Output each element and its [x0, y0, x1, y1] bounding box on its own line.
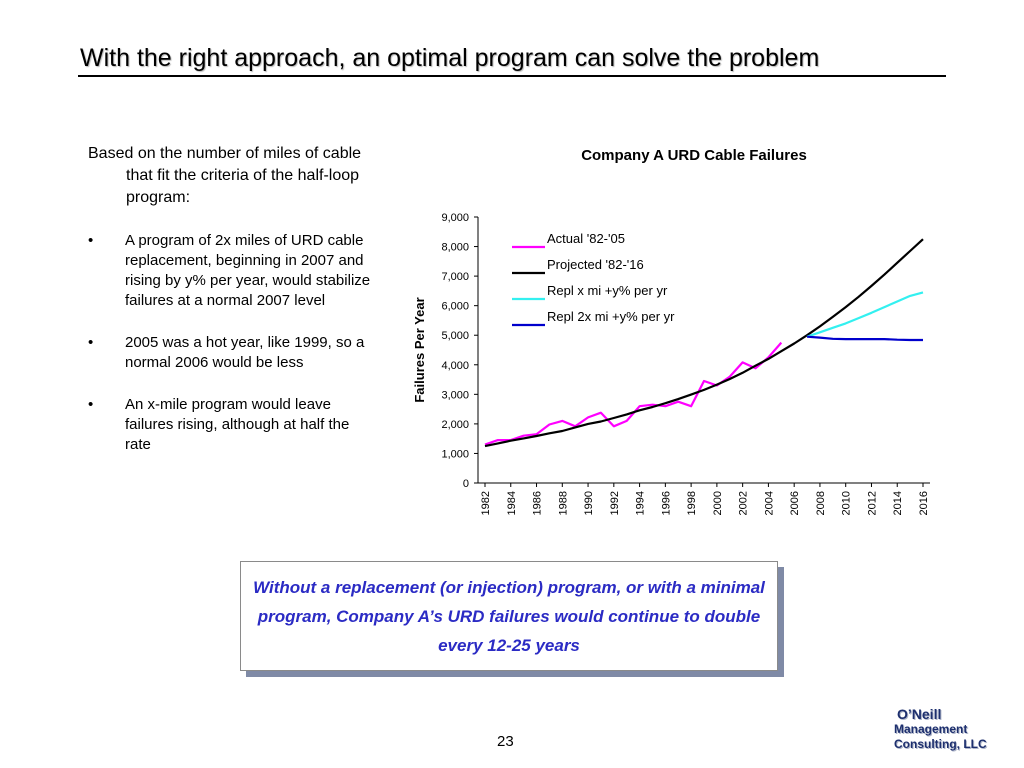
- legend-label: Actual '82-'05: [547, 231, 625, 246]
- x-tick-label: 2014: [892, 491, 904, 515]
- x-tick-label: 1988: [557, 491, 569, 515]
- series-line: [484, 341, 783, 446]
- logo-line-1: O’Neill: [897, 706, 942, 722]
- y-tick-label: 3,000: [441, 389, 469, 401]
- y-axis-label: Failures Per Year: [412, 297, 427, 402]
- company-logo: O’Neill Management Consulting, LLC: [894, 706, 1014, 752]
- x-tick-label: 2002: [738, 491, 750, 515]
- series-line: [806, 291, 924, 338]
- y-tick-label: 1,000: [441, 448, 469, 460]
- bullet-item: An x-mile program would leave failures r…: [88, 395, 378, 455]
- x-tick-label: 1986: [532, 491, 544, 515]
- y-tick-label: 0: [463, 478, 469, 490]
- x-tick-label: 2010: [841, 491, 853, 515]
- bullet-item: A program of 2x miles of URD cable repla…: [88, 231, 378, 311]
- x-tick-label: 1984: [506, 491, 518, 515]
- slide-title: With the right approach, an optimal prog…: [80, 44, 820, 72]
- x-tick-label: 1994: [635, 491, 647, 515]
- x-tick-label: 2008: [815, 491, 827, 515]
- x-tick-label: 1992: [609, 491, 621, 515]
- legend-label: Projected '82-'16: [547, 257, 644, 272]
- legend-label: Repl 2x mi +y% per yr: [547, 309, 675, 324]
- title-underline: [78, 75, 946, 77]
- legend-label: Repl x mi +y% per yr: [547, 283, 668, 298]
- body-text: Based on the number of miles of cable th…: [88, 143, 378, 477]
- logo-line-3: Consulting, LLC: [894, 737, 987, 751]
- x-tick-label: 2012: [866, 491, 878, 515]
- intro-text: Based on the number of miles of cable th…: [88, 145, 362, 206]
- y-tick-label: 7,000: [441, 271, 469, 283]
- series-line: [807, 335, 923, 342]
- y-tick-label: 5,000: [441, 330, 469, 342]
- callout-box: Without a replacement (or injection) pro…: [240, 561, 778, 671]
- x-tick-label: 2016: [918, 491, 930, 515]
- x-tick-label: 1998: [686, 491, 698, 515]
- y-tick-label: 4,000: [441, 360, 469, 372]
- callout-text: Without a replacement (or injection) pro…: [253, 577, 765, 655]
- y-tick-label: 8,000: [441, 242, 469, 254]
- bullet-list: A program of 2x miles of URD cable repla…: [88, 231, 378, 455]
- y-tick-label: 9,000: [441, 212, 469, 224]
- x-tick-label: 1982: [480, 491, 492, 515]
- y-tick-label: 6,000: [441, 301, 469, 313]
- x-tick-label: 2000: [712, 491, 724, 515]
- page-number: 23: [497, 733, 514, 750]
- bullet-item: 2005 was a hot year, like 1999, so a nor…: [88, 333, 378, 373]
- failures-chart: Company A URD Cable Failures 0 1,000 2,000 3…: [412, 147, 930, 515]
- x-tick-label: 1996: [660, 491, 672, 515]
- logo-line-2: Management: [894, 722, 968, 736]
- x-tick-label: 2004: [763, 491, 775, 515]
- chart-title: Company A URD Cable Failures: [581, 147, 807, 164]
- y-tick-label: 2,000: [441, 419, 469, 431]
- x-tick-label: 1990: [583, 491, 595, 515]
- x-tick-label: 2006: [789, 491, 801, 515]
- series-line: [484, 238, 924, 448]
